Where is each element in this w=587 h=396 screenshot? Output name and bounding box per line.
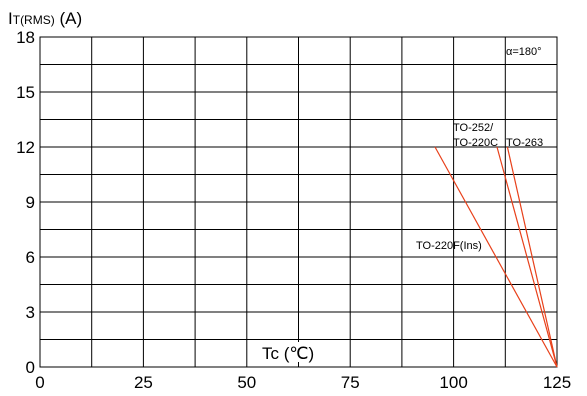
y-tick-label: 18 (16, 28, 35, 47)
x-tick-label: 125 (543, 373, 571, 392)
grid (40, 37, 557, 367)
y-axis-label: IT(RMS) (A) (8, 9, 82, 28)
y-axis-label-sub: T(RMS) (13, 13, 55, 27)
x-axis-label-group: Tc (℃) (260, 342, 334, 363)
series-line-2 (506, 146, 558, 368)
series-label-to220f: TO-220F(Ins) (416, 240, 482, 252)
y-axis-label-main: I (8, 9, 13, 28)
x-tick-label: 100 (439, 373, 467, 392)
series-line-0 (434, 146, 558, 368)
y-tick-labels: 0 3 6 9 12 15 18 (16, 28, 35, 377)
series-line-1 (496, 146, 558, 368)
series-label-to252-line2: TO-220C (453, 137, 498, 149)
x-tick-label: 0 (35, 373, 44, 392)
y-tick-label: 9 (26, 193, 35, 212)
x-tick-label: 75 (341, 373, 360, 392)
y-axis-label-unit: (A) (55, 9, 82, 28)
annotation-alpha: α=180° (506, 46, 542, 58)
x-tick-labels: 0 25 50 75 100 125 (35, 373, 571, 392)
y-tick-label: 15 (16, 83, 35, 102)
y-tick-label: 12 (16, 138, 35, 157)
series-label-to252-line1: TO-252/ (453, 122, 494, 134)
x-axis-label: Tc (℃) (262, 344, 314, 363)
y-tick-label: 3 (26, 303, 35, 322)
plot-frame (39, 36, 558, 368)
x-axis-label-bg (260, 342, 334, 362)
series-group (434, 146, 558, 368)
x-tick-label: 25 (134, 373, 153, 392)
series-label-to252: TO-252/ TO-220C (453, 122, 498, 149)
x-tick-label: 50 (237, 373, 256, 392)
y-tick-label: 6 (26, 248, 35, 267)
y-tick-label: 0 (26, 358, 35, 377)
series-label-to263: TO-263 (506, 137, 543, 149)
